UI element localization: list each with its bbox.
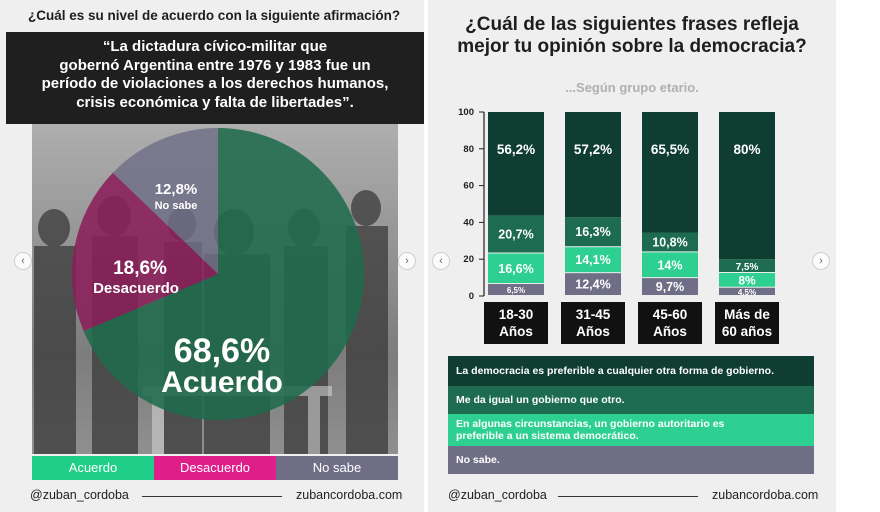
pie-chart: 68,6%Acuerdo 18,6%Desacuerdo 12,8% No sabe — [71, 128, 364, 420]
bar-value-label: 20,7% — [498, 227, 533, 241]
bar-me-da-igual — [565, 217, 621, 247]
pie-label-desacuerdo-name: Desacuerdo — [93, 280, 179, 297]
prev-arrow-icon[interactable]: ‹ — [14, 252, 32, 270]
pie-slice-desacuerdo — [71, 172, 218, 332]
pie-label-nosabe-name: No sabe — [155, 200, 198, 212]
bar-value-label: 56,2% — [497, 142, 535, 157]
prev-arrow-icon[interactable]: ‹ — [432, 252, 450, 270]
category-label: Años — [576, 324, 610, 339]
right-panel: ¿Cuál de las siguientes frases refleja m… — [428, 0, 836, 512]
bar-democracia — [719, 112, 775, 260]
category-label: 45-60 — [653, 307, 688, 322]
bar-chart-svg: 0 20 40 60 80 100 6,5% 16,6% 20,7% 56,2% 18-30 Años… — [458, 107, 779, 344]
quote-line: “La dictadura cívico-militar que — [102, 38, 328, 55]
pie-slice-acuerdo — [83, 128, 364, 420]
legend-no-sabe: No sabe — [276, 456, 398, 480]
bar-no-sabe — [642, 278, 698, 295]
bar-value-label: 65,5% — [651, 142, 689, 157]
category-box — [638, 302, 702, 344]
bar-value-label: 14,1% — [575, 253, 610, 267]
bar-autoritario — [719, 273, 775, 287]
footer-rule — [142, 496, 282, 497]
bar-no-sabe — [565, 273, 621, 295]
title-line: mejor tu opinión sobre la democracia? — [457, 36, 807, 57]
chart-subtitle: ...Según grupo etario. — [565, 80, 699, 95]
category-box — [484, 302, 548, 344]
pie-slice-no-sabe — [112, 128, 218, 274]
category-label: Años — [653, 324, 687, 339]
legend-desacuerdo: Desacuerdo — [154, 456, 276, 480]
bar-value-label: 16,3% — [575, 225, 610, 239]
bar-chart: 0 20 40 60 80 100 6,5% 16,6% 20,7% 56,2% 18-30 Años… — [436, 100, 816, 350]
bar-no-sabe — [719, 287, 775, 295]
category-label: 31-45 — [576, 307, 611, 322]
bar-democracia — [565, 112, 621, 218]
quote-line: período de violaciones a los derechos hu… — [41, 75, 389, 92]
category-box — [715, 302, 779, 344]
pie-label-acuerdo-value: 68,6% — [174, 332, 270, 370]
bar-value-label: 12,4% — [575, 278, 610, 292]
bar-democracia — [488, 112, 544, 216]
pie-label-nosabe-value: 12,8% — [155, 181, 198, 198]
pie-label-acuerdo-name: Acuerdo — [161, 366, 283, 399]
bar-autoritario — [488, 253, 544, 284]
bar-value-label: 6,5% — [507, 286, 525, 295]
bar-value-label: 10,8% — [652, 235, 687, 249]
y-tick-label: 40 — [463, 217, 474, 228]
y-tick-label: 100 — [458, 107, 474, 118]
title-line: ¿Cuál de las siguientes frases refleja — [465, 14, 799, 35]
chart-title: ¿Cuál de las siguientes frases refleja m… — [428, 14, 836, 58]
category-box — [561, 302, 625, 344]
footer-rule-right — [558, 496, 698, 497]
bar-me-da-igual — [642, 232, 698, 252]
pie-label-desacuerdo-value: 18,6% — [113, 258, 167, 279]
handle: @zuban_cordoba — [30, 488, 129, 502]
legend-democracia: La democracia es preferible a cualquier … — [448, 356, 814, 386]
bar-democracia — [642, 112, 698, 233]
bar-value-label: 14% — [657, 258, 682, 272]
next-arrow-icon[interactable]: › — [398, 252, 416, 270]
bar-value-label: 80% — [733, 142, 760, 157]
bar-autoritario — [642, 252, 698, 278]
bar-me-da-igual — [719, 259, 775, 272]
y-tick-label: 0 — [469, 291, 474, 302]
bar-value-label: 16,6% — [498, 262, 533, 276]
legend-autoritario: En algunas circunstancias, un gobierno a… — [448, 414, 814, 446]
legend-acuerdo: Acuerdo — [32, 456, 154, 480]
y-tick-label: 80 — [463, 144, 474, 155]
quote-line: crisis económica y falta de libertades”. — [76, 93, 354, 111]
category-label: 60 años — [722, 324, 772, 339]
bar-value-label: 4,5% — [738, 288, 756, 297]
pagination-dots — [168, 506, 224, 510]
bar-value-label: 7,5% — [736, 262, 759, 273]
y-tick-label: 20 — [463, 254, 474, 265]
bar-value-label: 9,7% — [656, 280, 685, 294]
legend-no-sabe-label: No sabe. — [456, 454, 500, 466]
handle-right: @zuban_cordoba — [448, 488, 547, 502]
bar-value-label: 57,2% — [574, 142, 612, 157]
y-tick-label: 60 — [463, 181, 474, 192]
website: zubancordoba.com — [296, 488, 403, 502]
legend-me-da-igual-label: Me da igual un gobierno que otro. — [456, 394, 625, 406]
category-label: Años — [499, 324, 533, 339]
category-label: 18-30 — [499, 307, 534, 322]
category-label: Más de — [724, 307, 770, 322]
website-right: zubancordoba.com — [712, 488, 819, 502]
question-title: ¿Cuál es su nivel de acuerdo con la sigu… — [28, 8, 401, 23]
bar-value-label: 8% — [738, 273, 756, 287]
legend-me-da-igual: Me da igual un gobierno que otro. — [448, 386, 814, 414]
quote-line: gobernó Argentina entre 1976 y 1983 fue … — [59, 56, 371, 74]
quote-box: “La dictadura cívico-militar que gobernó… — [6, 32, 424, 124]
legend-no-sabe-r: No sabe. — [448, 446, 814, 474]
bar-no-sabe — [488, 284, 544, 295]
legend-democracia-label: La democracia es preferible a cualquier … — [456, 365, 775, 377]
left-panel: ¿Cuál es su nivel de acuerdo con la sigu… — [0, 0, 424, 512]
legend-autoritario-label: En algunas circunstancias, un gobierno a… — [456, 418, 725, 442]
bar-autoritario — [565, 247, 621, 273]
next-arrow-icon[interactable]: › — [812, 252, 830, 270]
bar-me-da-igual — [488, 215, 544, 253]
